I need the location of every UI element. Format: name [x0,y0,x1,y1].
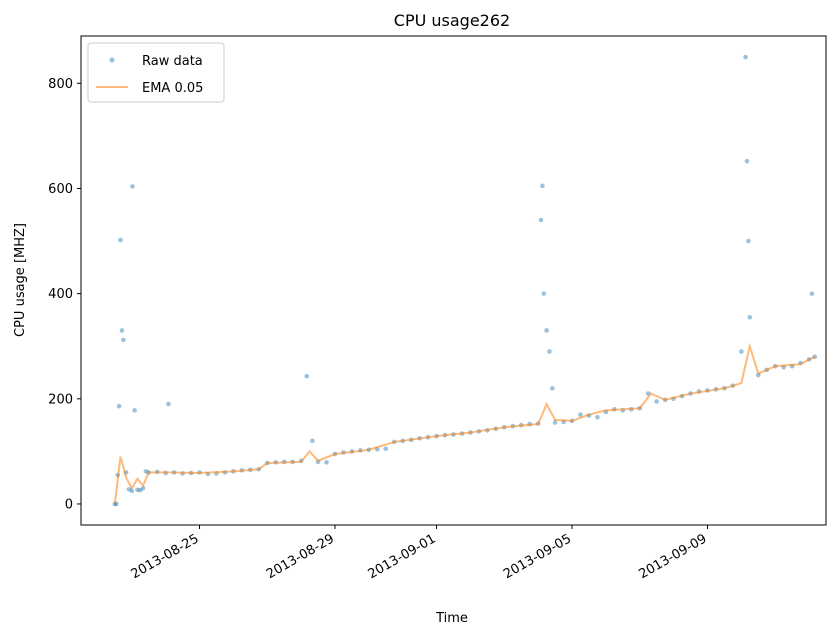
raw-data-point [324,460,329,465]
x-tick-label: 2013-08-25 [129,531,202,582]
legend: Raw data EMA 0.05 [87,42,225,103]
x-axis-label: Time [435,611,468,626]
raw-data-point [137,488,143,493]
y-tick-label: 800 [48,77,73,92]
raw-data-point [140,485,146,491]
raw-data-point [739,349,744,354]
raw-data-point [547,349,552,354]
y-tick-label: 200 [48,392,73,407]
y-axis: 0 200 400 600 800 [48,77,81,512]
axes-frame [80,35,827,526]
raw-data-point [132,408,137,413]
y-tick-label: 600 [48,182,73,197]
legend-label-ema: EMA 0.05 [142,81,203,96]
raw-data-point [809,291,815,296]
plot-area [112,54,818,507]
x-tick-label: 2013-09-05 [501,531,574,582]
raw-data-point [116,403,122,409]
raw-data-point [130,184,135,189]
raw-data-point [383,446,389,452]
raw-data-point [118,237,123,243]
x-tick-label: 2013-09-09 [637,531,710,582]
raw-data-point [126,486,132,492]
raw-data-point [538,217,544,223]
raw-data-point [166,401,171,407]
raw-data-point [541,291,547,296]
y-axis-label: CPU usage [MHZ] [13,223,28,337]
raw-data-point [135,487,140,493]
raw-data-point [552,420,558,425]
raw-data-point [112,501,118,507]
ema-line [113,342,816,505]
raw-data-point [540,183,545,189]
x-tick-label: 2013-09-01 [366,531,439,582]
y-tick-label: 400 [48,287,73,302]
plot-series [112,54,818,507]
raw-data-point [310,438,315,444]
raw-data-point [544,328,549,333]
x-tick-label: 2013-08-29 [264,531,337,582]
raw-data-point [143,469,149,474]
raw-data-point [119,328,125,333]
raw-data-point [304,373,310,379]
raw-data-point [743,54,748,60]
raw-data-point [595,414,600,420]
legend-label-raw: Raw data [142,54,203,69]
y-tick-label: 0 [65,497,73,512]
raw-data-point [746,238,751,244]
x-axis: 2013-08-25 2013-08-29 2013-09-01 2013-09-05… [129,525,710,582]
raw-data-point [549,385,555,391]
raw-data-point [129,488,135,494]
chart-title: CPU usage262 [394,11,510,30]
raw-data-point [578,412,583,417]
raw-data-point [744,158,750,164]
legend-marker-raw [109,57,115,63]
raw-data-point [654,399,659,404]
raw-data-point [121,337,126,343]
raw-data-point [747,315,753,320]
